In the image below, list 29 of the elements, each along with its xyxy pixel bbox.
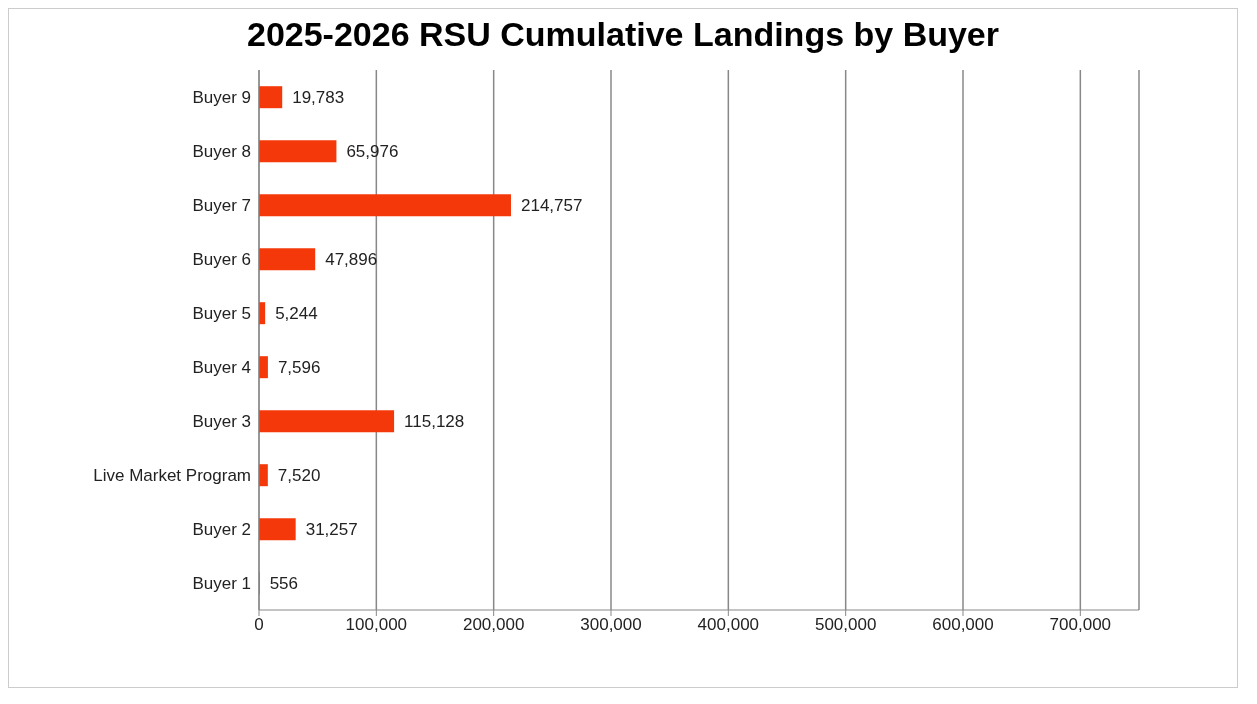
data-label: 556: [269, 574, 299, 594]
y-tick-label: Buyer 7: [192, 196, 251, 216]
data-label: 5,244: [275, 304, 318, 324]
data-label: 47,896: [325, 250, 378, 270]
y-tick-label: Buyer 4: [192, 358, 251, 378]
x-tick-label: 700,000: [1049, 615, 1112, 635]
data-label: 115,128: [404, 412, 465, 432]
y-tick-label: Buyer 2: [192, 520, 251, 540]
y-tick-label: Buyer 1: [192, 574, 251, 594]
x-tick-label: 600,000: [932, 615, 994, 635]
y-tick-label: Buyer 3: [192, 412, 251, 432]
data-label: 7,520: [277, 466, 321, 486]
data-label: 19,783: [292, 88, 345, 108]
data-label: 7,596: [277, 358, 321, 378]
x-tick-label: 200,000: [462, 615, 525, 635]
x-tick-label: 500,000: [814, 615, 877, 635]
y-tick-label: Live Market Program: [93, 466, 251, 486]
x-tick-label: 400,000: [697, 615, 760, 635]
data-label: 65,976: [346, 142, 399, 162]
x-tick-label: 0: [254, 615, 264, 635]
data-label: 214,757: [520, 196, 583, 216]
chart-title: 2025-2026 RSU Cumulative Landings by Buyer: [245, 15, 1000, 54]
y-tick-label: Buyer 5: [192, 304, 251, 324]
y-tick-label: Buyer 6: [192, 250, 251, 270]
x-tick-label: 100,000: [345, 615, 408, 635]
x-tick-label: 300,000: [580, 615, 642, 635]
y-tick-label: Buyer 9: [192, 88, 251, 108]
data-label: 31,257: [305, 520, 358, 540]
y-tick-label: Buyer 8: [192, 142, 251, 162]
